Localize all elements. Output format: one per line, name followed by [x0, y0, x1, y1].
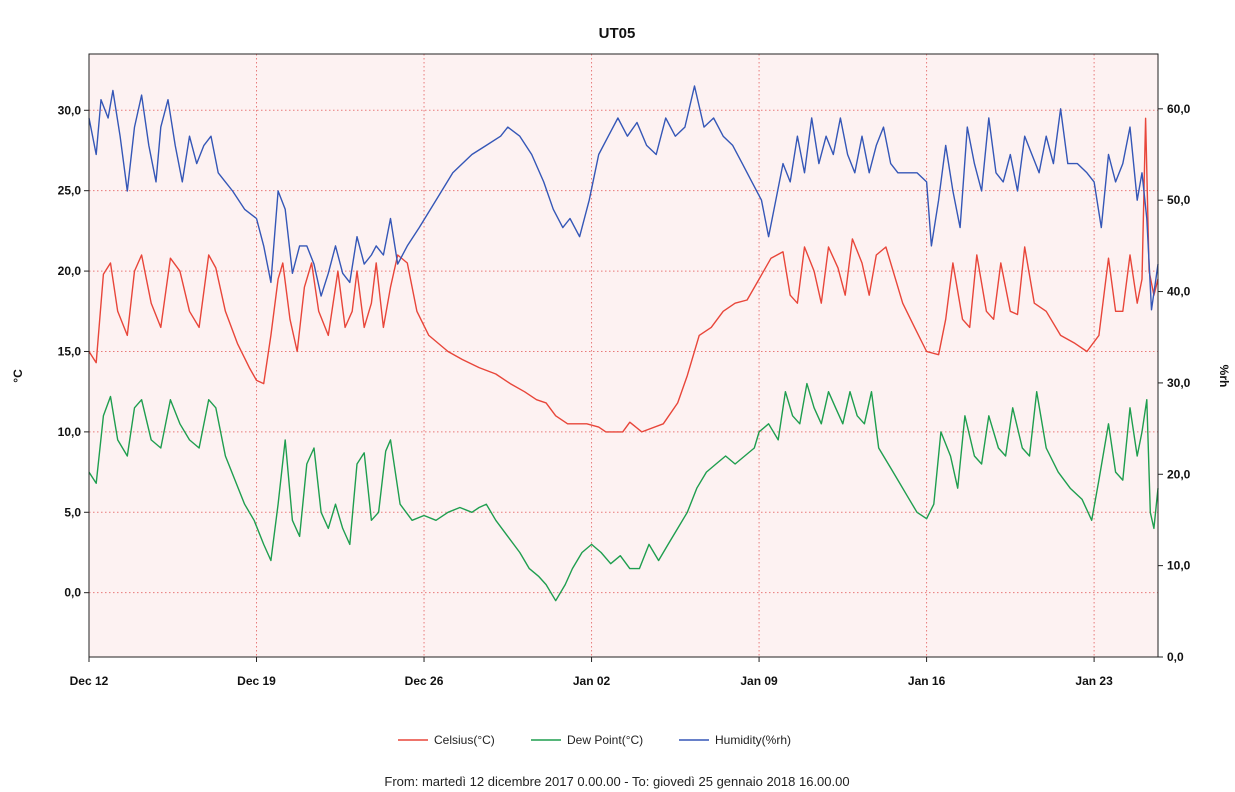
y-tick-label-right: 30,0 — [1167, 376, 1191, 390]
y-tick-label-right: 50,0 — [1167, 193, 1191, 207]
plot-frame — [88, 53, 1159, 658]
y-tick-label-left: 25,0 — [58, 184, 82, 198]
y-tick-label-left: 0,0 — [64, 586, 81, 600]
series-line-humidity-rh — [88, 85, 1159, 311]
y-axis-label-right: %rh — [1217, 365, 1231, 388]
legend-label: Humidity(%rh) — [715, 733, 791, 747]
grid — [89, 54, 1158, 657]
x-tick-label: Jan 16 — [908, 674, 946, 688]
y-tick-label-right: 40,0 — [1167, 285, 1191, 299]
legend: Celsius(°C) Dew Point(°C) Humidity(%rh) — [398, 733, 791, 747]
y-tick-label-right: 20,0 — [1167, 467, 1191, 481]
y-tick-label-left: 15,0 — [58, 344, 82, 358]
x-tick-label: Dec 26 — [405, 674, 444, 688]
legend-label: Celsius(°C) — [434, 733, 495, 747]
y-tick-label-left: 10,0 — [58, 425, 82, 439]
chart-title: UT05 — [599, 25, 636, 42]
x-tick-label: Jan 23 — [1075, 674, 1113, 688]
x-tick-label: Jan 02 — [573, 674, 611, 688]
plot-area — [89, 54, 1158, 657]
y-tick-label-right: 0,0 — [1167, 650, 1184, 664]
y-tick-label-left: 30,0 — [58, 103, 82, 117]
series-line-dew-point-c — [88, 382, 1159, 602]
y-tick-label-right: 60,0 — [1167, 102, 1191, 116]
x-tick-label: Jan 09 — [740, 674, 778, 688]
legend-label: Dew Point(°C) — [567, 733, 643, 747]
y-axis-label-left: °C — [11, 369, 25, 383]
x-tick-label: Dec 12 — [70, 674, 109, 688]
y-tick-label-left: 20,0 — [58, 264, 82, 278]
series-layer — [88, 85, 1159, 602]
date-range-footer: From: martedì 12 dicembre 2017 0.00.00 -… — [384, 774, 849, 789]
series-line-celsius-c — [88, 117, 1159, 433]
y-tick-label-left: 5,0 — [64, 505, 81, 519]
x-tick-label: Dec 19 — [237, 674, 276, 688]
ticks-layer: 30,0 25,0 20,0 15,0 10,0 5,0 0,0 60,0 50,0 40,0 30… — [58, 102, 1191, 688]
y-tick-label-right: 10,0 — [1167, 559, 1191, 573]
